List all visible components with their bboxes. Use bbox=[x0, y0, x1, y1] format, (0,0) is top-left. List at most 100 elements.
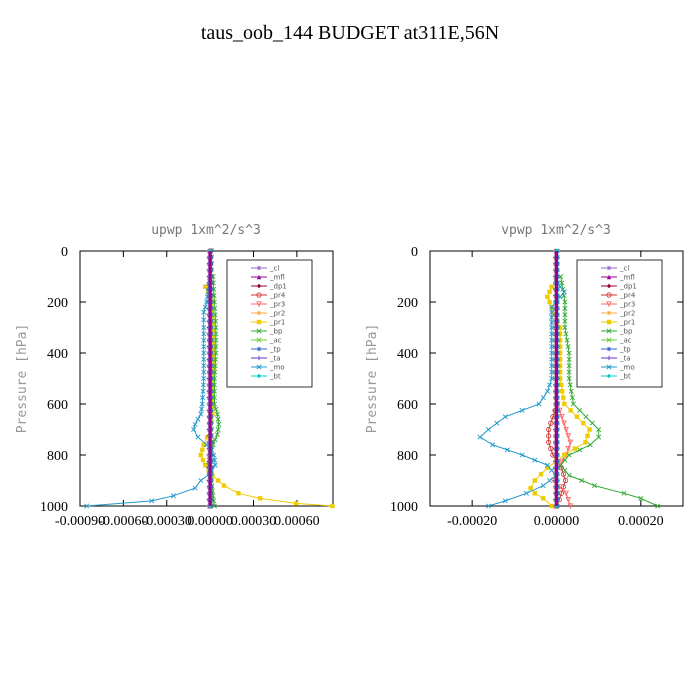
data-point bbox=[564, 337, 570, 343]
data-point bbox=[191, 426, 197, 433]
legend-marker bbox=[606, 355, 612, 361]
series-mo bbox=[84, 279, 218, 509]
legend-marker bbox=[606, 265, 612, 271]
legend-entry: _cl bbox=[269, 265, 279, 273]
data-point bbox=[200, 457, 206, 463]
data-point bbox=[209, 308, 215, 313]
legend-marker bbox=[606, 337, 612, 343]
x-tick-label: 0.00060 bbox=[274, 514, 320, 529]
data-point bbox=[557, 338, 563, 343]
data-point bbox=[549, 363, 555, 369]
data-point bbox=[490, 442, 496, 448]
data-point bbox=[215, 416, 221, 422]
legend-entry: _pr3 bbox=[619, 301, 635, 309]
data-point bbox=[577, 447, 583, 453]
data-point bbox=[583, 414, 589, 420]
data-point bbox=[213, 406, 219, 412]
data-point bbox=[557, 357, 563, 362]
data-point bbox=[198, 411, 204, 417]
data-point bbox=[621, 490, 627, 496]
data-point bbox=[211, 375, 217, 382]
legend-marker bbox=[606, 373, 612, 379]
data-point bbox=[638, 495, 644, 501]
data-point bbox=[566, 452, 572, 458]
data-point bbox=[205, 434, 210, 440]
data-point bbox=[212, 312, 218, 318]
y-axis-label: Pressure [hPa] bbox=[365, 324, 380, 434]
data-point bbox=[198, 477, 204, 484]
data-point bbox=[549, 319, 555, 325]
data-point bbox=[549, 467, 555, 473]
data-point bbox=[566, 350, 572, 356]
data-point bbox=[547, 289, 552, 294]
data-point bbox=[557, 284, 563, 290]
data-point bbox=[502, 498, 508, 504]
data-point bbox=[215, 478, 221, 483]
data-point bbox=[562, 401, 567, 407]
data-point bbox=[579, 477, 585, 484]
data-point bbox=[557, 369, 563, 375]
data-point bbox=[221, 483, 227, 488]
legend-marker bbox=[606, 319, 612, 325]
data-point bbox=[214, 411, 220, 417]
legend-entry: _bt bbox=[619, 373, 631, 381]
data-point bbox=[567, 503, 574, 510]
data-point bbox=[547, 477, 553, 484]
data-point bbox=[577, 407, 583, 413]
data-point bbox=[532, 457, 538, 463]
data-point bbox=[549, 331, 555, 337]
data-point bbox=[565, 497, 572, 503]
data-point bbox=[557, 363, 563, 368]
x-tick-label: 0.00030 bbox=[231, 514, 277, 529]
data-point bbox=[583, 440, 588, 445]
data-point bbox=[548, 446, 554, 452]
data-point bbox=[557, 331, 563, 337]
legend-marker bbox=[256, 301, 262, 308]
data-point bbox=[212, 369, 218, 375]
data-point bbox=[213, 324, 219, 331]
x-tick-label: -0.00060 bbox=[98, 514, 148, 529]
data-point bbox=[572, 446, 578, 451]
data-point bbox=[567, 439, 574, 446]
data-point bbox=[549, 344, 555, 350]
data-point bbox=[566, 472, 572, 478]
data-point bbox=[211, 388, 217, 394]
data-point bbox=[213, 350, 219, 356]
data-point bbox=[559, 280, 565, 286]
series-line bbox=[86, 281, 216, 507]
legend-marker bbox=[256, 292, 262, 298]
y-axis-label: Pressure [hPa] bbox=[15, 324, 30, 434]
data-point bbox=[201, 363, 207, 369]
data-point bbox=[211, 340, 217, 345]
x-tick-label: -0.00030 bbox=[142, 514, 192, 529]
data-point bbox=[560, 389, 565, 394]
data-point bbox=[540, 395, 546, 401]
legend-marker bbox=[606, 301, 612, 308]
data-point bbox=[549, 375, 555, 382]
data-point bbox=[546, 439, 552, 445]
data-point bbox=[562, 299, 568, 305]
legend-entry: _mfl bbox=[269, 274, 285, 282]
data-point bbox=[210, 398, 215, 403]
data-point bbox=[211, 395, 217, 401]
data-point bbox=[557, 344, 563, 349]
x-tick-label: 0.00020 bbox=[618, 514, 664, 529]
legend-entry: _ac bbox=[619, 337, 632, 345]
panel-title: vpwp 1xm^2/s^3 bbox=[501, 223, 611, 238]
data-point bbox=[192, 421, 198, 427]
data-point bbox=[549, 314, 555, 320]
data-point bbox=[200, 447, 205, 453]
data-point bbox=[563, 331, 569, 337]
data-point bbox=[211, 382, 217, 388]
legend-entry: _bt bbox=[269, 373, 281, 381]
data-point bbox=[212, 305, 218, 311]
legend-marker bbox=[256, 328, 262, 334]
legend-box bbox=[226, 259, 313, 388]
data-point bbox=[532, 478, 538, 483]
legend-entry: _mo bbox=[269, 364, 285, 372]
legend-entry: _pr4 bbox=[619, 292, 636, 300]
y-tick-label: 400 bbox=[47, 347, 68, 362]
data-point bbox=[519, 452, 525, 458]
data-point bbox=[562, 477, 569, 484]
